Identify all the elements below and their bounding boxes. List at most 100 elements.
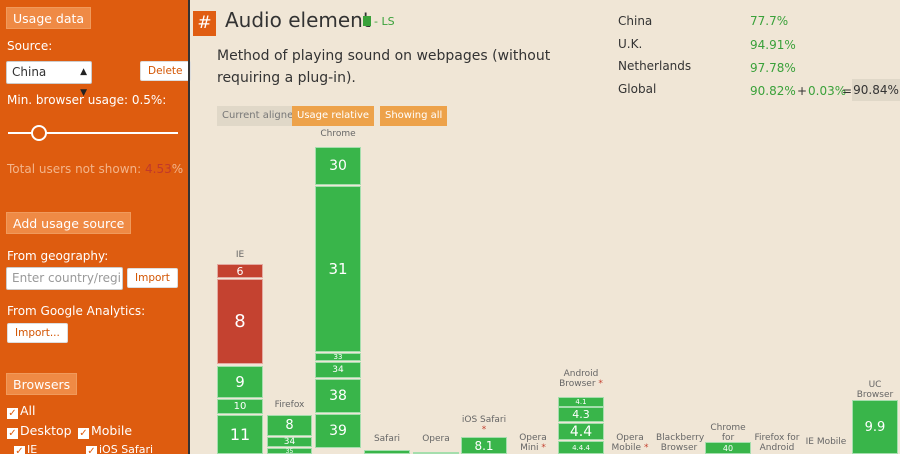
usage-data-button[interactable]: Usage data: [6, 7, 92, 29]
version-cell[interactable]: 33: [315, 353, 361, 361]
stat-value-global: 90.82%: [750, 84, 796, 98]
browser-name-text: Opera: [422, 434, 450, 444]
version-cell[interactable]: 8: [217, 279, 263, 364]
browser-name-text: Firefox for Android: [754, 433, 800, 453]
browser-name-blackberry-browser: Blackberry Browser: [656, 433, 705, 453]
version-cell[interactable]: 39: [315, 414, 361, 448]
browser-name-android-browser: Android Browser *: [556, 369, 606, 389]
version-cell[interactable]: 9: [217, 366, 263, 398]
total-not-shown-prefix: Total users not shown:: [7, 162, 146, 176]
stat-equals-sign: =: [842, 84, 853, 98]
import-geography-button[interactable]: Import: [127, 268, 178, 288]
sidebar-divider: [188, 0, 190, 454]
ie-checkbox[interactable]: ✓ IE: [14, 443, 37, 454]
browser-name-chrome: Chrome: [315, 129, 361, 139]
browser-name-text: Opera Mini: [519, 433, 547, 453]
anchor-hash-link[interactable]: #: [193, 11, 216, 36]
stat-value-uk: 94.91%: [750, 38, 796, 52]
tab-showing-all[interactable]: Showing all: [380, 106, 448, 126]
tab-usage-relative[interactable]: Usage relative: [292, 106, 375, 126]
mobile-checkbox-label: Mobile: [91, 423, 133, 438]
browser-name-text: IE: [235, 250, 245, 260]
tab-current-aligned[interactable]: Current aligned: [217, 106, 305, 126]
browser-name-text: iOS Safari: [461, 415, 507, 425]
version-cell[interactable]: 4.1: [558, 397, 604, 407]
version-cell[interactable]: 10: [217, 399, 263, 414]
version-cell[interactable]: 4.3: [558, 407, 604, 422]
spec-status-label: - LS: [374, 15, 395, 28]
desktop-checkbox-label: Desktop: [20, 423, 72, 438]
note-asterisk: *: [641, 443, 649, 453]
browser-name-text: Opera Mobile: [611, 433, 644, 453]
from-google-analytics-label: From Google Analytics:: [7, 304, 146, 318]
ios-safari-checkbox-label: iOS Safari: [99, 443, 154, 454]
version-cell[interactable]: 8.1: [461, 437, 507, 454]
import-analytics-button[interactable]: Import...: [7, 323, 68, 343]
feature-description: Method of playing sound on webpages (wit…: [217, 48, 551, 86]
browser-name-firefox: Firefox: [267, 400, 312, 410]
version-cell[interactable]: 40: [705, 442, 751, 454]
browser-name-text: Safari: [373, 434, 401, 444]
version-cell[interactable]: 4.4.4: [558, 441, 604, 454]
version-cell[interactable]: 9.9: [852, 400, 898, 454]
browser-name-firefox-for-android: Firefox for Android: [754, 433, 800, 453]
checkmark-icon: ✓: [7, 408, 18, 419]
stat-partial-global: 0.03%: [808, 84, 847, 98]
spec-status[interactable]: - LS: [363, 15, 395, 28]
version-cell[interactable]: 38: [315, 379, 361, 413]
browser-name-text: Blackberry Browser: [656, 433, 705, 453]
total-not-shown: Total users not shown: 4.53%: [7, 162, 183, 176]
browser-name-safari: Safari: [364, 434, 410, 444]
browsers-button[interactable]: Browsers: [6, 373, 78, 395]
total-not-shown-value: 4.53: [145, 162, 172, 176]
version-cell[interactable]: [364, 450, 410, 454]
stat-value-netherlands: 97.78%: [750, 61, 796, 75]
version-cell[interactable]: 34: [267, 437, 312, 447]
browser-name-opera-mini: Opera Mini *: [510, 433, 556, 453]
browser-name-ios-safari: iOS Safari *: [461, 415, 507, 435]
add-usage-source-button[interactable]: Add usage source: [6, 212, 132, 234]
source-select[interactable]: China ▲ ▼: [6, 61, 92, 98]
version-cell[interactable]: 4.4: [558, 423, 604, 440]
stat-plus-sign: +: [797, 84, 808, 98]
checkmark-icon: ✓: [7, 428, 18, 439]
browser-name-text: Android Browser: [559, 369, 599, 389]
total-not-shown-suffix: %: [171, 162, 184, 176]
browser-name-ie-mobile: IE Mobile: [803, 437, 849, 447]
min-usage-slider-track[interactable]: [8, 132, 178, 134]
stat-value-china: 77.7%: [750, 14, 789, 28]
page-title: Audio element: [225, 8, 371, 32]
all-checkbox[interactable]: ✓ All: [7, 403, 36, 419]
delete-button[interactable]: Delete: [140, 61, 191, 81]
version-cell[interactable]: 8: [267, 415, 312, 436]
browser-name-ie: IE: [217, 250, 263, 260]
browser-name-opera: Opera: [413, 434, 459, 444]
note-asterisk: *: [481, 425, 487, 435]
ios-safari-checkbox[interactable]: ✓ iOS Safari: [86, 443, 153, 454]
stat-region-china: China: [618, 14, 653, 28]
desktop-checkbox[interactable]: ✓ Desktop: [7, 423, 72, 439]
browser-name-text: Firefox: [274, 400, 305, 410]
sidebar: Usage data Source: China ▲ ▼ Delete Min. …: [0, 0, 191, 454]
min-usage-slider-thumb[interactable]: [31, 125, 47, 141]
stat-region-netherlands: Netherlands: [618, 59, 692, 73]
version-cell[interactable]: 11: [217, 415, 263, 454]
version-cell[interactable]: 31: [315, 186, 361, 352]
document-icon: [363, 16, 371, 26]
stat-total-global: 90.84%: [852, 79, 900, 101]
checkmark-icon: ✓: [14, 446, 25, 454]
all-checkbox-label: All: [20, 403, 36, 418]
version-cell[interactable]: 6: [217, 264, 263, 278]
version-cell[interactable]: 35: [267, 448, 312, 454]
geography-input[interactable]: Enter country/regi: [6, 267, 123, 290]
checkmark-icon: ✓: [78, 428, 89, 439]
version-cell[interactable]: 34: [315, 362, 361, 378]
source-select-value: China: [12, 65, 47, 79]
mobile-checkbox[interactable]: ✓ Mobile: [78, 423, 132, 439]
chevron-updown-icon: ▲ ▼: [80, 67, 87, 98]
from-geography-label: From geography:: [7, 249, 109, 263]
version-cell[interactable]: 30: [315, 147, 361, 185]
source-label: Source:: [7, 39, 53, 53]
browser-name-text: IE Mobile: [805, 437, 847, 447]
note-asterisk: *: [538, 443, 546, 453]
